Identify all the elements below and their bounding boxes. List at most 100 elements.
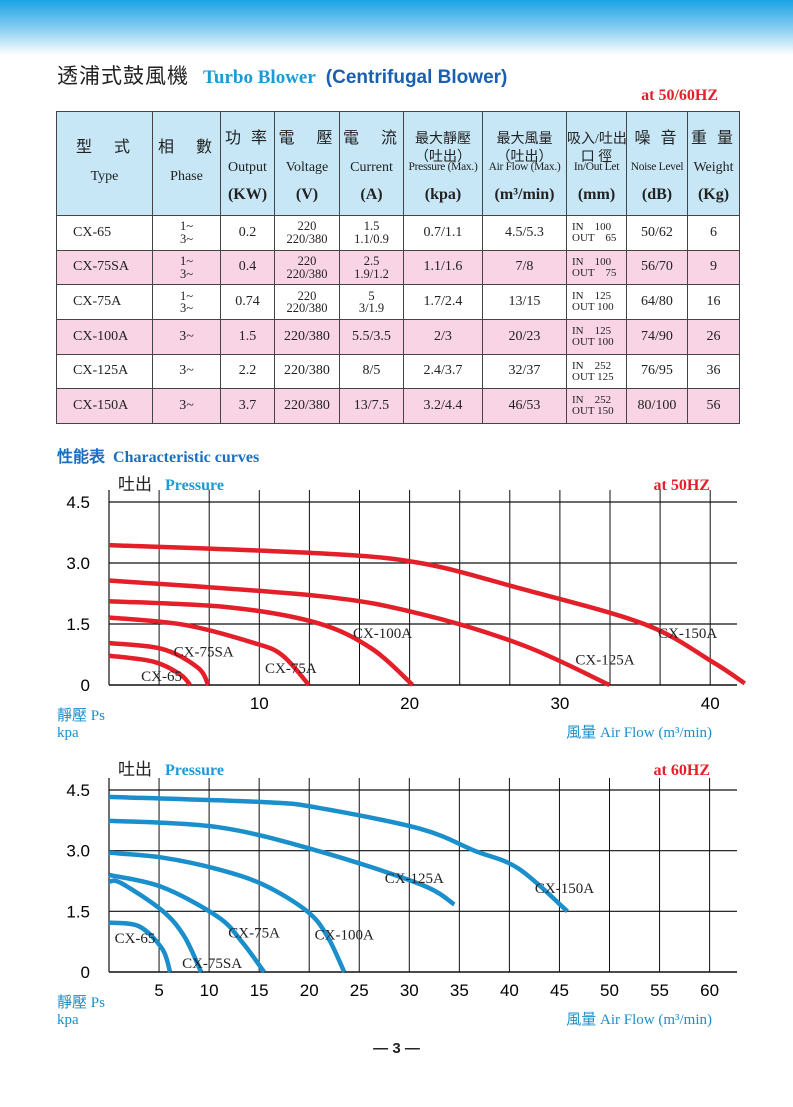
curve-cx-150a	[108, 794, 569, 914]
header-text: (V)	[295, 186, 319, 204]
header-text: 吸入/吐出 口 徑	[567, 132, 627, 165]
table-cell: 2/3	[403, 319, 483, 355]
curve-label: CX-125A	[385, 871, 444, 887]
header-text: Current	[350, 160, 393, 176]
table-row: CX-75SA 1~ 3~ 0.4 220 220/380 2.5 1.9/1.2 1.1…	[56, 249, 740, 286]
header-text: 最大風量 （吐出）	[496, 132, 553, 165]
top-banner	[0, 0, 793, 55]
table-cell: 1.1/1.6	[403, 249, 483, 286]
x-tick-label: 50	[600, 981, 619, 1000]
header-text: Voltage	[285, 160, 329, 176]
column-header: 重 量 Weight (Kg)	[687, 111, 740, 216]
table-cell: IN 125 OUT 100	[566, 319, 627, 355]
curve-cx-75sa	[108, 878, 204, 973]
column-header: 電 壓 Voltage (V)	[274, 111, 340, 216]
chart-frequency: at 60HZ	[654, 762, 710, 779]
table-cell: CX-75A	[56, 284, 153, 321]
chart-title-cn: 吐出	[118, 475, 152, 494]
section-title-cn: 性能表	[57, 449, 106, 466]
table-cell: 9	[687, 249, 740, 286]
header-text: (A)	[360, 186, 383, 204]
title-sub: (Centrifugal Blower)	[325, 67, 508, 88]
column-header: 噪 音 Noise Level (dB)	[626, 111, 688, 216]
header-text: 型 式	[75, 138, 133, 156]
chart-frequency: at 50HZ	[654, 477, 710, 494]
column-header: 最大風量 （吐出） Air Flow (Max.) (m³/min)	[482, 111, 567, 216]
spec-table: 型 式 Type 相 數 Phase 功 率 Output (KW) 電 壓 Voltage (V…	[56, 111, 740, 425]
x-tick-label: 35	[450, 981, 469, 1000]
curve-cx-125a	[108, 818, 456, 907]
table-header: 型 式 Type 相 數 Phase 功 率 Output (KW) 電 壓 Voltage (V…	[56, 111, 740, 216]
y-tick-label: 3.0	[66, 554, 90, 573]
curve-label: CX-75SA	[174, 645, 234, 661]
table-cell: CX-100A	[56, 319, 153, 355]
y-axis-unit: kpa	[57, 1012, 79, 1028]
header-text: 電 壓	[278, 130, 336, 148]
curve-label: CX-75A	[265, 661, 317, 677]
x-axis-label: 風量 Air Flow (m³/min)	[566, 725, 712, 741]
table-body: CX-65 1~ 3~ 0.2 220 220/380 1.5 1.1/0.9 0.7/1…	[56, 215, 740, 425]
x-tick-label: 55	[650, 981, 669, 1000]
frequency-note: at 50/60HZ	[641, 87, 718, 104]
y-tick-label: 4.5	[66, 781, 90, 800]
table-cell: 2.5 1.9/1.2	[339, 249, 404, 286]
x-tick-label: 45	[550, 981, 569, 1000]
table-cell: 0.74	[220, 284, 275, 321]
chart-title-en: Pressure	[165, 477, 224, 494]
y-tick-label: 0	[81, 963, 90, 982]
header-text: 相 數	[157, 138, 215, 156]
section-title-en: Characteristic curves	[113, 449, 260, 466]
table-cell: CX-150A	[56, 388, 153, 425]
table-cell: 13/15	[482, 284, 567, 321]
curve-label: CX-100A	[353, 626, 412, 642]
header-text: Air Flow (Max.)	[488, 161, 561, 174]
table-cell: 46/53	[482, 388, 567, 425]
curve-label: CX-65	[115, 931, 156, 947]
header-text: Weight	[693, 160, 734, 176]
table-cell: 0.2	[220, 215, 275, 251]
curve-cx-65	[108, 653, 192, 687]
table-cell: 3.7	[220, 388, 275, 425]
curve-cx-100a	[108, 598, 415, 687]
curve-label: CX-150A	[535, 881, 594, 897]
x-axis-label: 風量 Air Flow (m³/min)	[566, 1012, 712, 1028]
table-cell: CX-125A	[56, 353, 153, 390]
curve-cx-75a	[108, 615, 311, 687]
header-text: (kpa)	[424, 186, 462, 204]
header-text: 重 量	[690, 130, 736, 148]
chart-title-en: Pressure	[165, 762, 224, 779]
table-cell: 220/380	[274, 388, 340, 425]
table-cell: 8/5	[339, 353, 404, 390]
column-header: 型 式 Type	[56, 111, 153, 216]
y-tick-label: 1.5	[66, 902, 90, 921]
table-cell: 1.5	[220, 319, 275, 355]
table-cell: 0.7/1.1	[403, 215, 483, 251]
table-cell: 220 220/380	[274, 215, 340, 251]
table-cell: 6	[687, 215, 740, 251]
curve-label: CX-150A	[658, 626, 717, 642]
curve-cx-100a	[108, 850, 347, 973]
table-cell: 56	[687, 388, 740, 425]
curve-label: CX-125A	[575, 653, 634, 669]
title-cn: 透浦式鼓風機	[57, 64, 189, 88]
table-cell: 5 3/1.9	[339, 284, 404, 321]
x-tick-label: 20	[400, 694, 419, 713]
y-tick-label: 3.0	[66, 842, 90, 861]
table-cell: 3.2/4.4	[403, 388, 483, 425]
x-tick-label: 10	[250, 694, 269, 713]
table-cell: 26	[687, 319, 740, 355]
x-tick-label: 40	[701, 694, 720, 713]
table-cell: 1.7/2.4	[403, 284, 483, 321]
table-cell: IN 100 OUT 75	[566, 249, 627, 286]
table-cell: 220/380	[274, 319, 340, 355]
table-cell: 220 220/380	[274, 284, 340, 321]
table-cell: 7/8	[482, 249, 567, 286]
curve-cx-75a	[108, 872, 266, 974]
x-tick-label: 60	[700, 981, 719, 1000]
header-text: 噪 音	[634, 130, 680, 148]
x-tick-label: 30	[550, 694, 569, 713]
x-tick-label: 30	[400, 981, 419, 1000]
x-tick-label: 20	[300, 981, 319, 1000]
table-row: CX-150A 3~ 3.7 220/380 13/7.5 3.2/4.4 46/53 IN …	[56, 388, 740, 425]
table-row: CX-100A 3~ 1.5 220/380 5.5/3.5 2/3 20/23 IN 125…	[56, 319, 740, 355]
